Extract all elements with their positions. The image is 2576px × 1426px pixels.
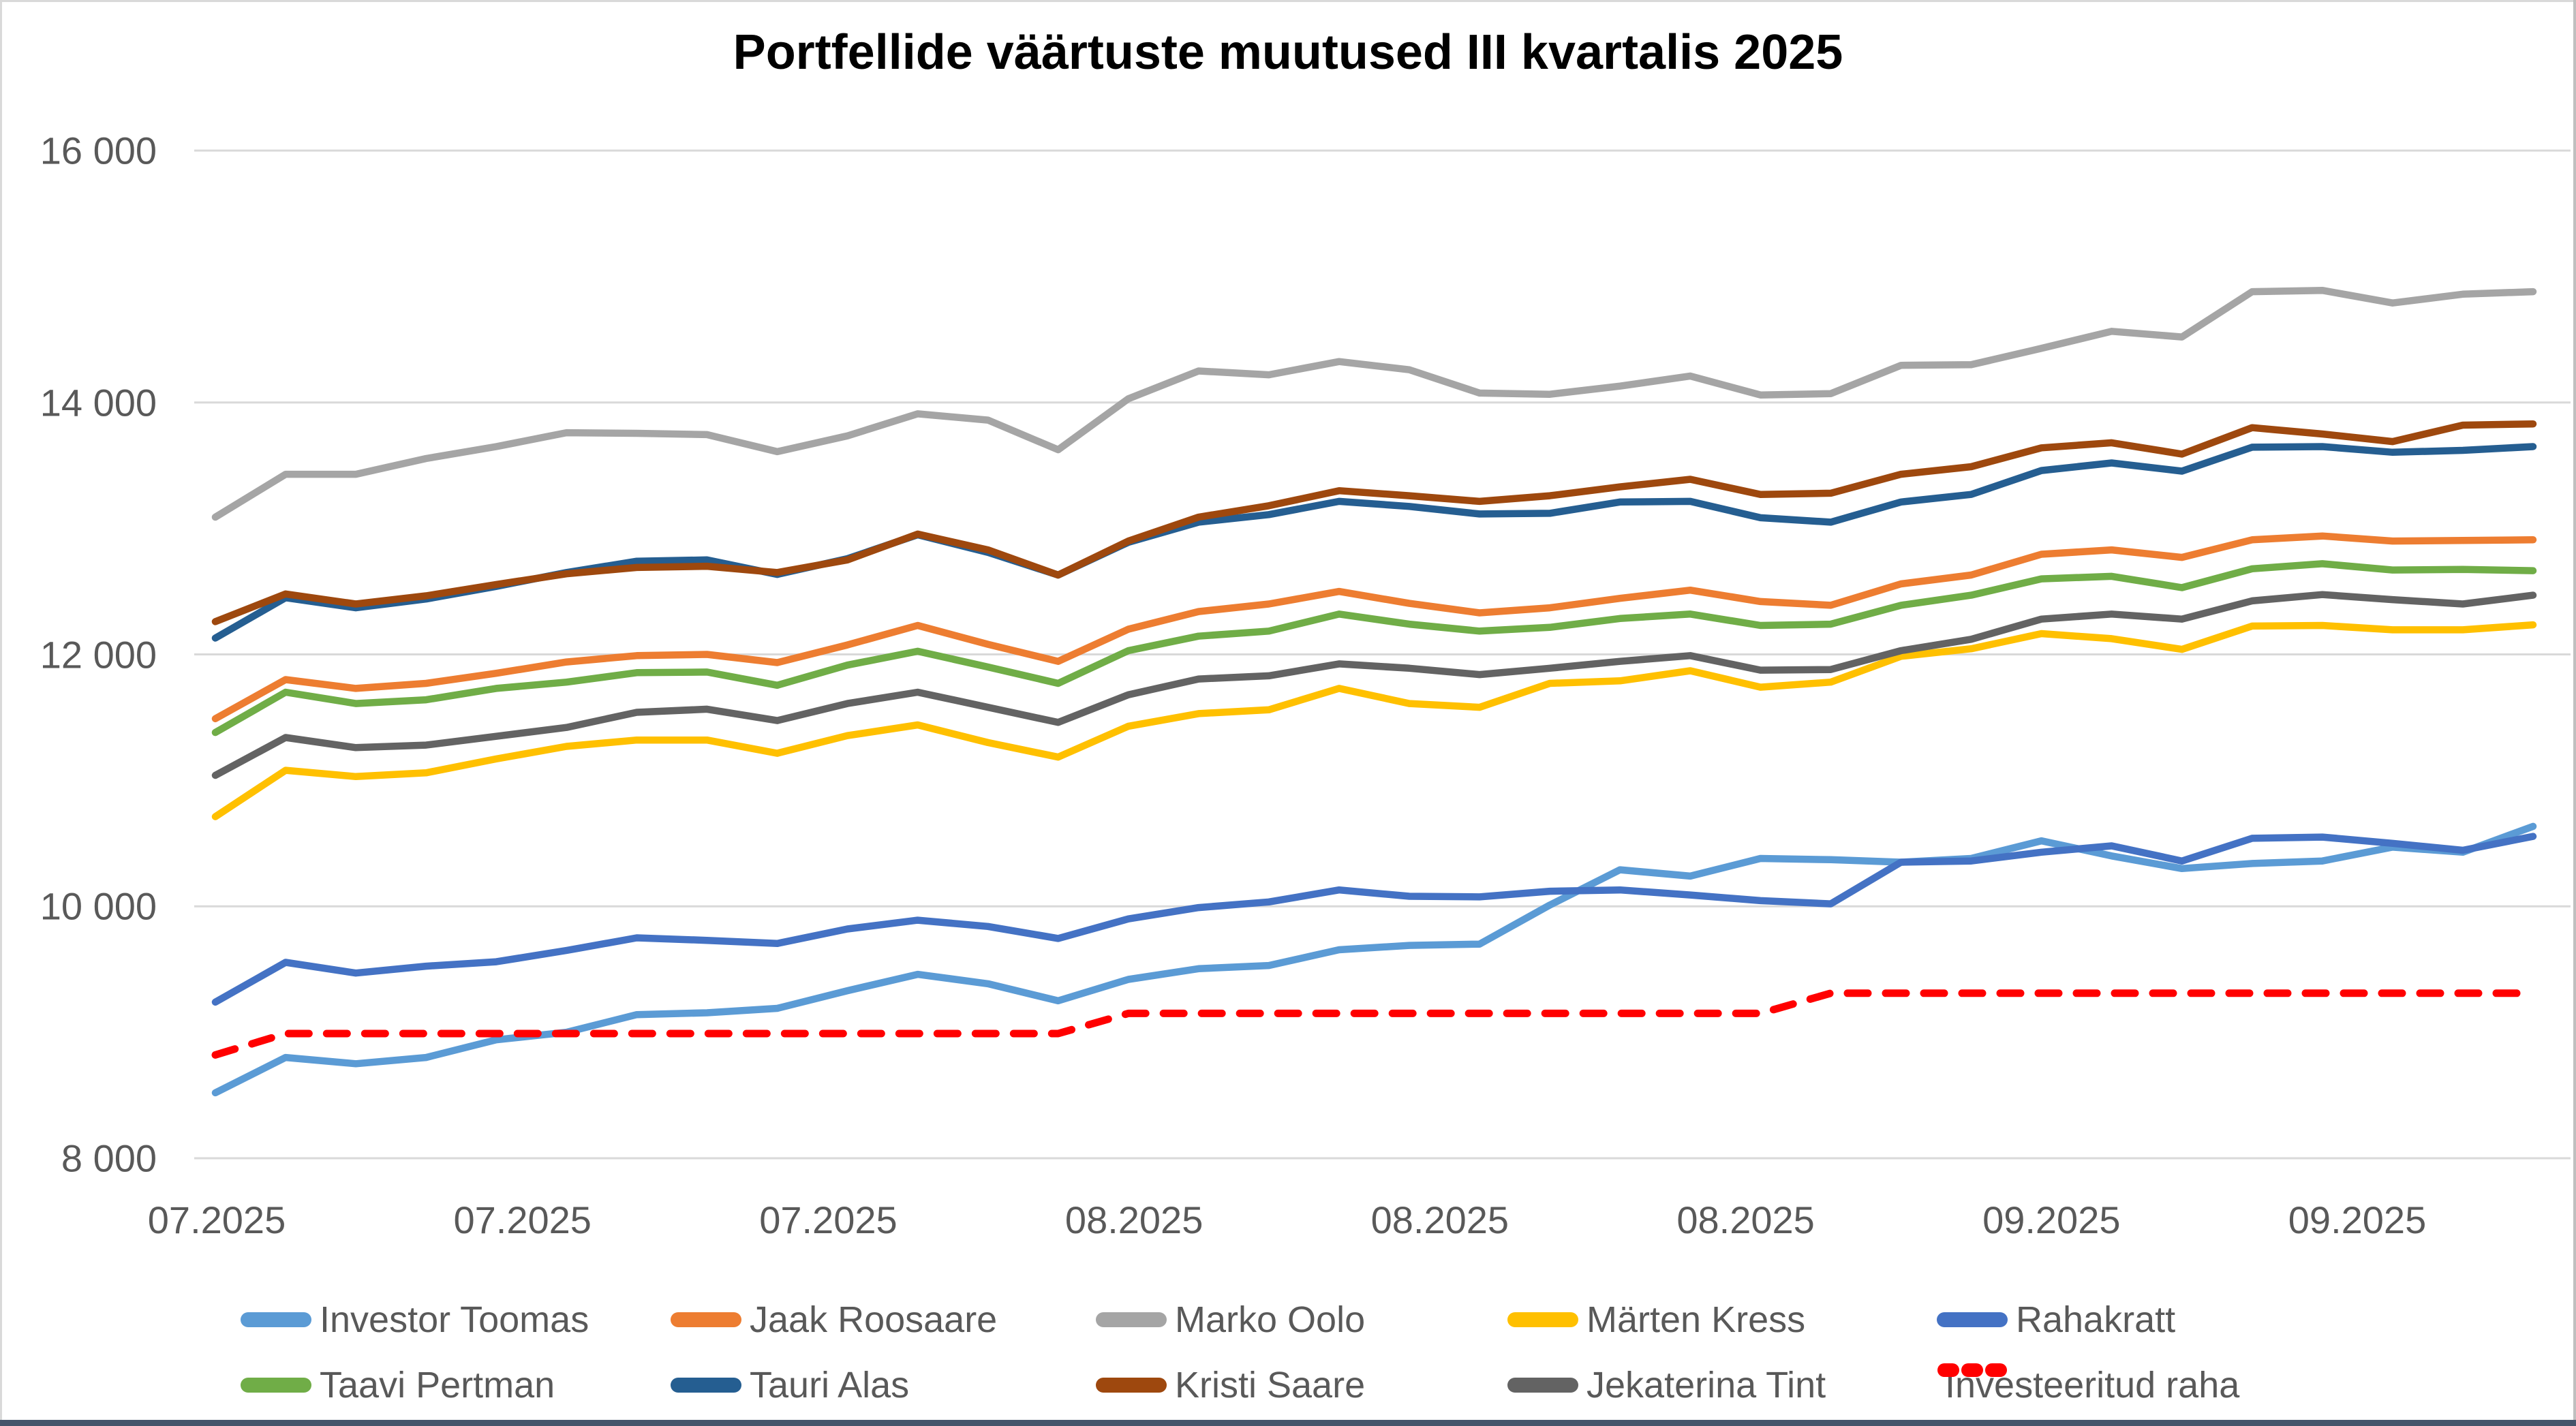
x-axis-tick-label: 08.2025 (1676, 1198, 1815, 1241)
legend-item-tauri-alas: Tauri Alas (671, 1363, 909, 1408)
legend-item-investeeritud-raha: Investeeritud raha (1937, 1363, 2239, 1408)
legend-line-icon (671, 1312, 741, 1327)
legend-label: Jekaterina Tint (1586, 1365, 1826, 1406)
series-line-investor-toomas (211, 822, 2537, 1097)
legend-label: Tauri Alas (750, 1365, 910, 1406)
legend-line-icon (1507, 1378, 1578, 1393)
legend-label: Taavi Pertman (320, 1365, 555, 1406)
top-border (0, 0, 2576, 2)
x-axis-tick-label: 08.2025 (1370, 1198, 1509, 1241)
x-axis-tick-label: 09.2025 (1982, 1198, 2121, 1241)
y-axis-tick-label: 16 000 (40, 129, 157, 172)
legend-item-rahakratt: Rahakratt (1937, 1297, 2175, 1342)
legend-item-m-rten-kress: Märten Kress (1507, 1297, 1805, 1342)
x-axis-tick-label: 07.2025 (147, 1198, 286, 1241)
legend-item-jaak-roosaare: Jaak Roosaare (671, 1297, 997, 1342)
series-line-kristi-saare (211, 420, 2537, 625)
legend-line-icon (241, 1312, 311, 1327)
right-border (2573, 0, 2576, 1426)
series-line-marko-oolo (211, 286, 2537, 521)
legend-label: Rahakratt (2016, 1299, 2176, 1340)
legend-line-icon (1096, 1312, 1167, 1327)
y-axis-tick-label: 8 000 (61, 1136, 157, 1180)
legend-label: Märten Kress (1586, 1299, 1806, 1340)
left-border (0, 0, 2, 1426)
legend-line-icon (1096, 1378, 1167, 1393)
series-line-jaak-roosaare (211, 532, 2537, 723)
legend-label: Investor Toomas (320, 1299, 589, 1340)
legend-line-icon (1507, 1312, 1578, 1327)
chart-title: Portfellide väärtuste muutused III kvart… (733, 25, 1843, 80)
legend-label: Jaak Roosaare (750, 1299, 998, 1340)
y-axis-tick-label: 12 000 (40, 633, 157, 676)
series-line-taavi-pertman (211, 560, 2537, 737)
y-axis-tick-label: 10 000 (40, 884, 157, 928)
x-axis-tick-label: 07.2025 (759, 1198, 898, 1241)
legend-item-jekaterina-tint: Jekaterina Tint (1507, 1363, 1826, 1408)
x-axis-tick-label: 09.2025 (2288, 1198, 2427, 1241)
bottom-border (0, 1420, 2576, 1426)
series-line-jekaterina-tint (211, 591, 2537, 779)
legend-dashed-line-icon (1937, 1363, 2007, 1377)
legend-item-kristi-saare: Kristi Saare (1096, 1363, 1365, 1408)
legend-label: Kristi Saare (1175, 1365, 1366, 1406)
legend-line-icon (1937, 1312, 2008, 1327)
x-axis-tick-label: 07.2025 (453, 1198, 592, 1241)
legend-item-investor-toomas: Investor Toomas (241, 1297, 589, 1342)
legend-label: Marko Oolo (1175, 1299, 1366, 1340)
y-axis-tick-label: 14 000 (40, 381, 157, 424)
legend-item-marko-oolo: Marko Oolo (1096, 1297, 1365, 1342)
series-line-tauri-alas (211, 443, 2537, 642)
legend-line-icon (241, 1378, 311, 1393)
series-line-m-rten-kress (211, 621, 2537, 820)
x-axis-tick-label: 08.2025 (1064, 1198, 1203, 1241)
legend-item-taavi-pertman: Taavi Pertman (241, 1363, 555, 1408)
series-line-rahakratt (211, 833, 2537, 1006)
legend-line-icon (671, 1378, 741, 1393)
series-line-investeeritud-raha (211, 989, 2537, 1059)
